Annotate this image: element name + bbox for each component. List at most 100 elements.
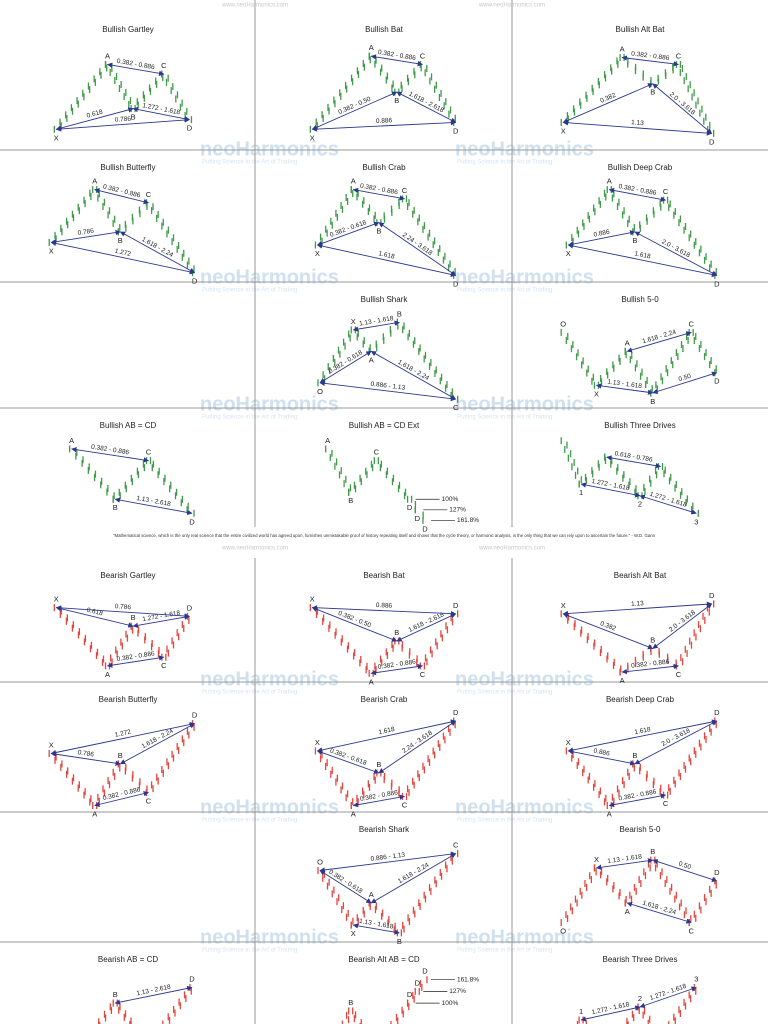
point-label: D [187, 603, 193, 612]
ratio-arrow [567, 749, 636, 766]
point-label: B [376, 760, 381, 769]
ratio-arrow [94, 791, 150, 807]
ratio-arrow [608, 187, 667, 202]
ratio-arrow [311, 606, 398, 642]
ratio-label: 100% [442, 496, 459, 503]
point-label: C [402, 800, 408, 809]
point-label: A [369, 43, 374, 52]
point-label: O [560, 319, 566, 328]
ratio-arrow [352, 923, 400, 935]
ratio-arrow [319, 870, 372, 904]
point-label: B [131, 613, 136, 622]
ratio-arrow [316, 750, 380, 774]
point-label: C [374, 448, 380, 457]
point-label: X [566, 738, 571, 747]
ratio-arrow [621, 55, 679, 67]
point-label: B [113, 990, 118, 999]
point-label: D [709, 137, 715, 146]
point-label: X [54, 133, 59, 142]
ratio-arrow [608, 793, 667, 808]
ratio-label: 2.0 - 3.618 [661, 727, 692, 748]
ratio-label: 1.618 - 2.24 [140, 236, 174, 259]
ratio-label: 1.618 - 2.24 [397, 862, 431, 886]
ratio-label: 161.8% [457, 976, 479, 983]
pattern-title: Bearish Butterfly [99, 695, 158, 704]
point-label: X [49, 740, 54, 749]
point-label: A [369, 890, 374, 899]
watermark-tagline: Putting Science in the Art of Trading [457, 690, 552, 696]
point-label: C [688, 319, 694, 328]
ratio-label: 1.13 [631, 600, 644, 608]
point-label: B [394, 96, 399, 105]
watermark: neoHarmonics [200, 393, 339, 415]
point-label: A [105, 670, 110, 679]
point-label: B [650, 636, 655, 645]
point-label: O [317, 857, 323, 866]
ratio-arrow [562, 613, 654, 650]
ratio-arrow [652, 371, 718, 394]
point-label: C [146, 190, 152, 199]
pattern-panel: Bullish Butterfly 0.382 - 0.886 0.786 1.618… [48, 163, 198, 286]
pattern-title: Bearish Alt AB = CD [348, 955, 420, 964]
point-label: 3 [694, 517, 698, 526]
pattern-title: Bullish AB = CD [100, 421, 157, 430]
point-label: 1 [579, 488, 583, 497]
watermark: neoHarmonics [200, 926, 339, 948]
point-label: D [415, 978, 421, 987]
point-label: B [376, 227, 381, 236]
ratio-label: 0.886 - 1.13 [370, 381, 406, 392]
ratio-arrow [595, 383, 654, 395]
ratio-label: 0.618 [86, 607, 104, 618]
watermark: neoHarmonics [455, 138, 594, 160]
ratio-arrow [652, 83, 713, 134]
ratio-arrow [396, 91, 457, 123]
ratio-label: 1.618 [634, 250, 652, 260]
point-label: A [369, 355, 374, 364]
watermark-tagline: Putting Science in the Art of Trading [202, 818, 297, 824]
pattern-panel: Bullish 5-0 1.13 - 1.618 1.618 - 2.24 0.50 O… [560, 295, 720, 406]
ratio-label: 0.382 - 0.50 [337, 96, 372, 117]
ratio-label: 0.886 [593, 229, 611, 239]
point-label: X [594, 389, 599, 398]
point-label: C [146, 448, 152, 457]
watermark: neoHarmonics [455, 668, 594, 690]
ratio-arrow [567, 243, 718, 278]
point-label: D [422, 524, 428, 533]
point-label: B [632, 236, 637, 245]
pattern-title: Bearish Shark [359, 825, 410, 834]
point-label: X [310, 595, 315, 604]
ratio-arrow [378, 222, 457, 276]
ratio-label: 0.382 - 0.886 [102, 786, 141, 802]
point-label: 2 [638, 500, 642, 509]
ratio-label: 0.886 - 1.13 [370, 852, 406, 863]
point-label: D [192, 277, 198, 286]
watermark-tagline: Putting Science in the Art of Trading [457, 818, 552, 824]
point-label: B [650, 88, 655, 97]
point-label: B [397, 937, 402, 946]
ratio-label: 0.618 [86, 109, 104, 120]
pattern-title: Bearish Alt Bat [614, 571, 667, 580]
ratio-arrow [50, 229, 121, 245]
ratio-arrow [71, 447, 150, 463]
ratio-label: 0.786 [77, 228, 95, 237]
ratio-arrow [626, 901, 692, 924]
point-label: B [394, 628, 399, 637]
pattern-title: Bullish 5-0 [621, 295, 659, 304]
point-label: C [146, 796, 152, 805]
point-label: D [187, 124, 193, 133]
point-label: C [663, 799, 669, 808]
ratio-arrow [562, 120, 713, 136]
pattern-title: Bearish Three Drives [603, 955, 678, 964]
point-label: O [317, 387, 323, 396]
ratio-label: 127% [449, 988, 466, 995]
point-label: D [422, 967, 428, 976]
ratio-label: 0.382 - 0.886 [631, 50, 670, 62]
